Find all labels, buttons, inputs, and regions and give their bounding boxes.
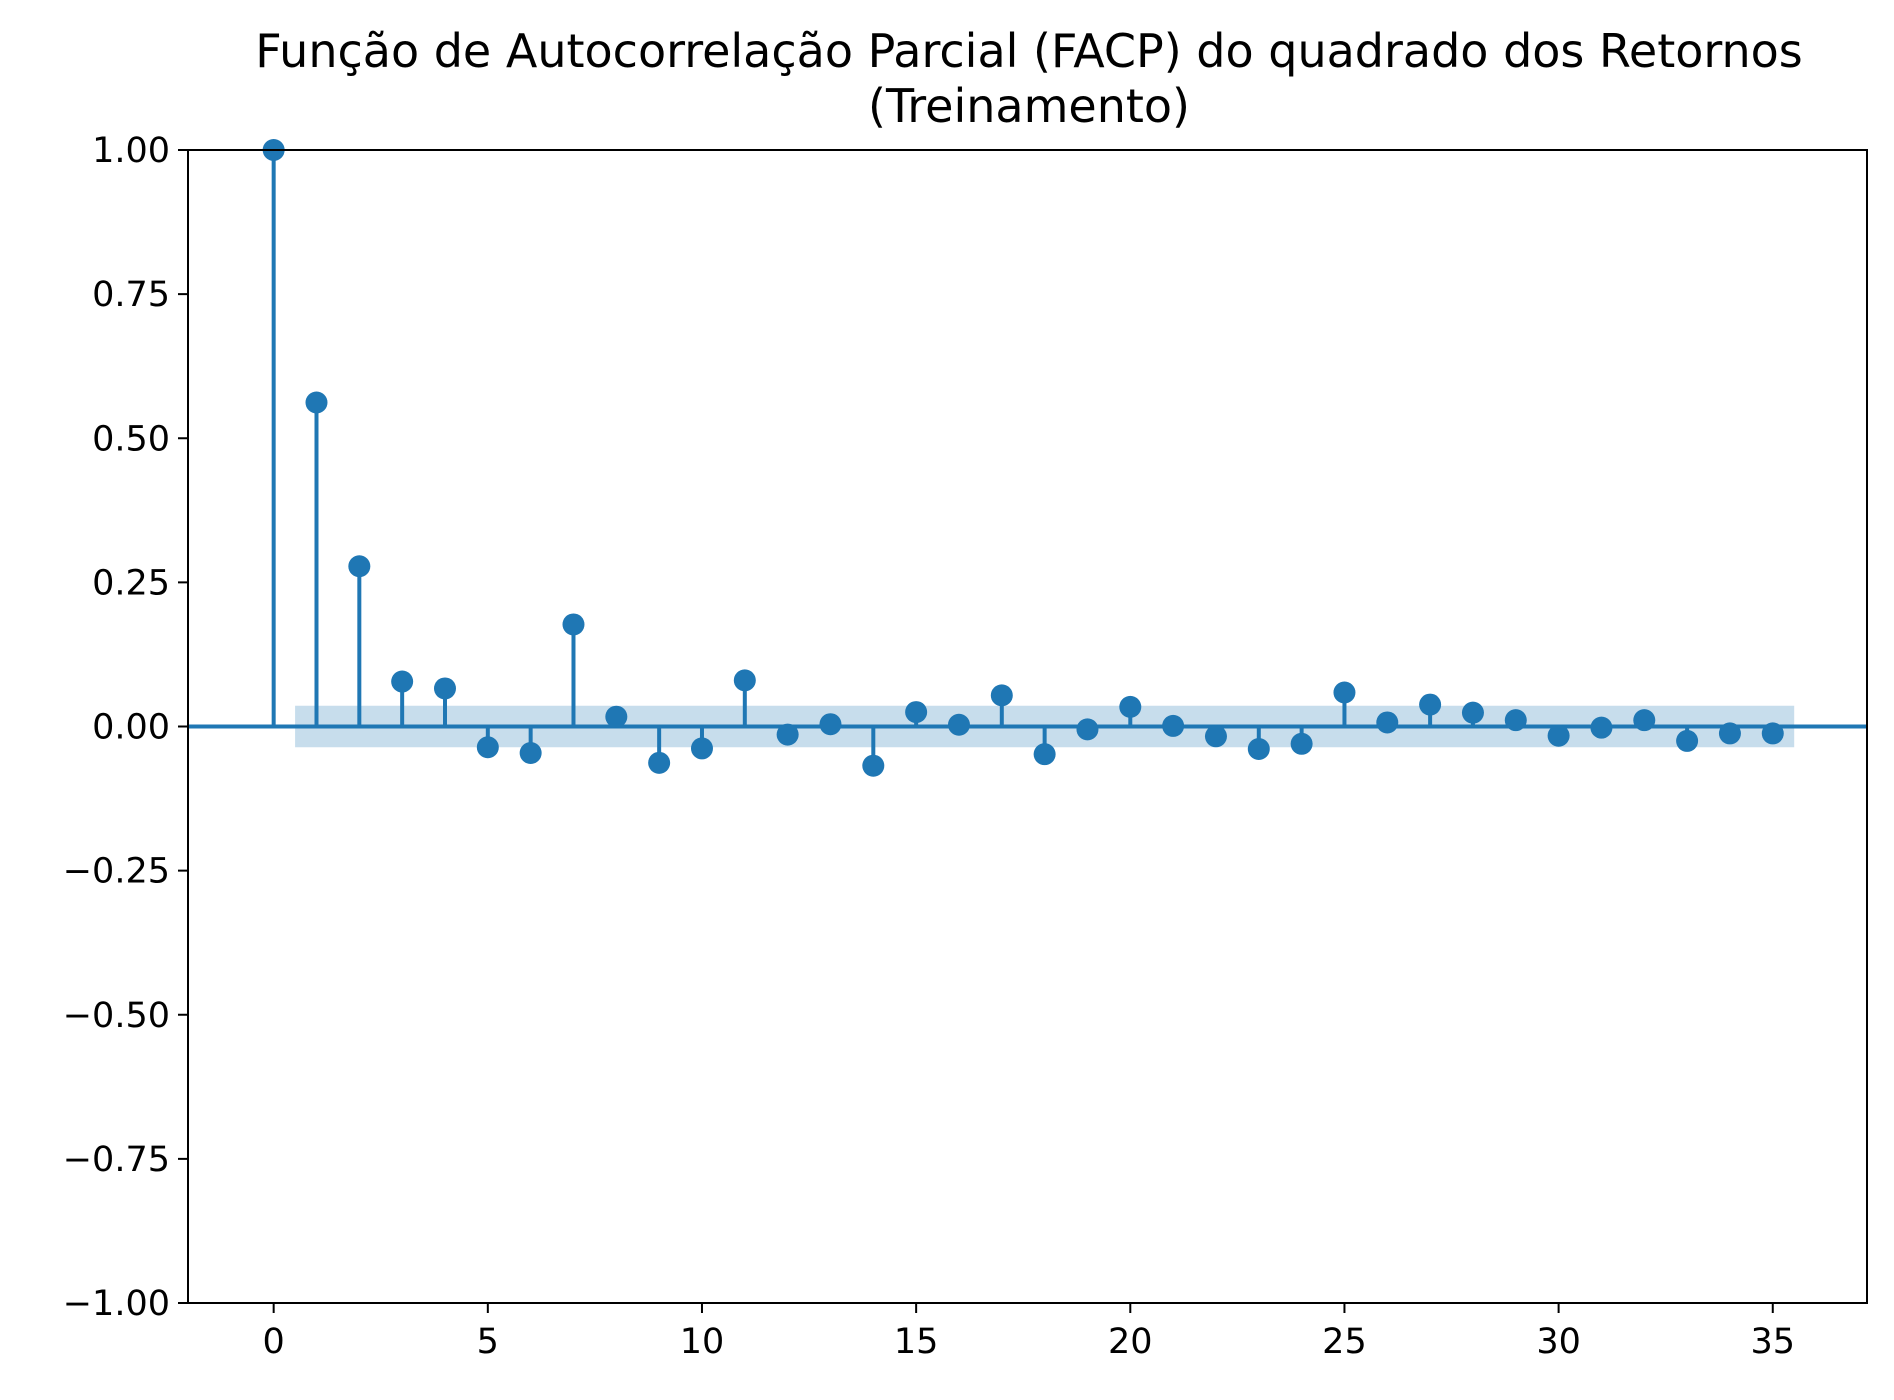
stem-marker-lag-22 — [1204, 725, 1227, 748]
stem-marker-lag-7 — [562, 613, 585, 636]
stem-marker-lag-17 — [990, 684, 1013, 707]
stem-marker-lag-10 — [690, 737, 713, 760]
x-tick-label: 0 — [263, 1322, 285, 1362]
stem-marker-lag-21 — [1162, 714, 1185, 737]
y-tick-label: −0.25 — [63, 852, 170, 892]
stem-marker-lag-27 — [1419, 693, 1442, 716]
stem-marker-lag-26 — [1376, 711, 1399, 734]
x-tick-label: 25 — [1322, 1322, 1367, 1362]
stem-marker-lag-2 — [348, 555, 371, 578]
marker-layer — [262, 139, 1784, 777]
y-tick-label: −0.50 — [63, 996, 170, 1036]
stem-marker-lag-8 — [605, 705, 628, 728]
stem-marker-lag-13 — [819, 713, 842, 736]
stem-marker-lag-15 — [905, 701, 928, 724]
x-tick-label: 5 — [477, 1322, 499, 1362]
stem-marker-lag-12 — [776, 723, 799, 746]
stem-marker-lag-20 — [1119, 695, 1142, 718]
stem-marker-lag-23 — [1247, 737, 1270, 760]
stem-marker-lag-29 — [1504, 709, 1527, 732]
stem-marker-lag-33 — [1676, 729, 1699, 752]
x-axis-ticks: 0 5 10 15 20 25 30 35 — [263, 1303, 1795, 1362]
stem-marker-lag-16 — [947, 713, 970, 736]
y-axis-ticks: 1.00 0.75 0.50 0.25 0.00 −0.25 −0.50 −0.75 −1.00 — [63, 131, 188, 1324]
stem-marker-lag-4 — [433, 677, 456, 700]
x-tick-label: 20 — [1108, 1322, 1153, 1362]
stem-marker-lag-24 — [1290, 732, 1313, 755]
chart-title: Função de Autocorrelação Parcial (FACP) … — [255, 24, 1803, 78]
y-tick-label: 0.75 — [92, 275, 170, 315]
stem-marker-lag-30 — [1547, 724, 1570, 747]
y-tick-label: −1.00 — [63, 1284, 170, 1324]
stem-marker-lag-28 — [1461, 701, 1484, 724]
stem-marker-lag-34 — [1718, 722, 1741, 745]
y-tick-label: 0.50 — [92, 419, 170, 459]
x-tick-label: 10 — [680, 1322, 725, 1362]
chart-subtitle: (Treinamento) — [868, 79, 1190, 133]
stem-marker-lag-18 — [1033, 743, 1056, 766]
y-tick-label: 1.00 — [92, 131, 170, 171]
stem-marker-lag-9 — [648, 751, 671, 774]
stem-marker-lag-11 — [733, 669, 756, 692]
stem-marker-lag-5 — [476, 736, 499, 759]
stem-marker-lag-1 — [305, 391, 328, 414]
stem-marker-lag-32 — [1633, 709, 1656, 732]
stem-marker-lag-6 — [519, 742, 542, 765]
x-tick-label: 15 — [894, 1322, 939, 1362]
stem-marker-lag-25 — [1333, 681, 1356, 704]
stem-marker-lag-3 — [391, 670, 414, 693]
x-tick-label: 30 — [1536, 1322, 1581, 1362]
stem-marker-lag-31 — [1590, 716, 1613, 739]
x-tick-label: 35 — [1750, 1322, 1795, 1362]
y-tick-label: 0.00 — [92, 708, 170, 748]
y-tick-label: 0.25 — [92, 563, 170, 603]
plot-area — [188, 139, 1867, 777]
stem-marker-lag-35 — [1761, 722, 1784, 745]
stem-marker-lag-19 — [1076, 718, 1099, 741]
y-tick-label: −0.75 — [63, 1140, 170, 1180]
stem-marker-lag-14 — [862, 754, 885, 777]
